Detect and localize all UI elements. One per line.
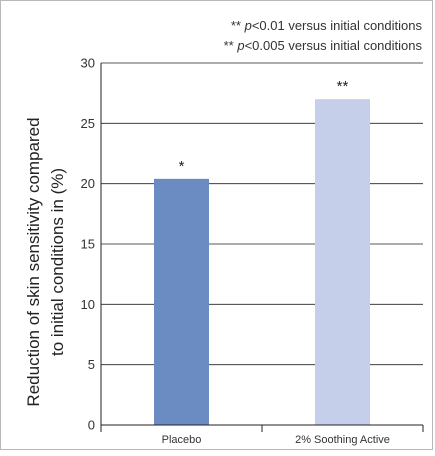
y-axis-label-line: to initial conditions in (%) bbox=[48, 168, 67, 356]
y-tick-label: 30 bbox=[81, 56, 95, 71]
bar-significance-label: * bbox=[179, 158, 185, 175]
y-tick-label: 20 bbox=[81, 176, 95, 191]
significance-note: ** p<0.005 versus initial conditions bbox=[224, 38, 423, 53]
x-tick-label: 2% Soothing Active bbox=[295, 434, 390, 446]
y-axis-label-line: Reduction of skin sensitivity compared bbox=[24, 117, 43, 406]
bar bbox=[315, 99, 370, 425]
y-tick-label: 25 bbox=[81, 116, 95, 131]
bar bbox=[154, 178, 209, 425]
note-text: <0.01 versus initial conditions bbox=[252, 18, 423, 33]
significance-note: ** p<0.01 versus initial conditions bbox=[231, 18, 423, 33]
y-tick-label: 15 bbox=[81, 237, 95, 252]
x-tick-label: Placebo bbox=[162, 434, 202, 446]
note-p: p bbox=[244, 18, 252, 33]
x-tick-labels: Placebo 2% Soothing Active bbox=[162, 434, 390, 446]
note-text: <0.005 versus initial conditions bbox=[245, 38, 423, 53]
significance-notes: ** p<0.01 versus initial conditions** p<… bbox=[224, 18, 423, 53]
y-axis-label: Reduction of skin sensitivity compared to… bbox=[24, 117, 67, 406]
note-p: p bbox=[236, 38, 244, 53]
y-tick-label: 0 bbox=[88, 418, 95, 433]
axes bbox=[100, 63, 424, 432]
note-prefix: ** bbox=[224, 38, 238, 53]
bars bbox=[154, 99, 370, 425]
bar-significance-label: ** bbox=[337, 78, 349, 95]
note-prefix: ** bbox=[231, 18, 245, 33]
y-tick-labels: 0 5 10 15 20 25 30 bbox=[81, 56, 95, 433]
gridlines bbox=[101, 62, 423, 366]
y-tick-label: 5 bbox=[88, 357, 95, 372]
y-tick-label: 10 bbox=[81, 297, 95, 312]
bar-significance-labels: *** bbox=[179, 78, 349, 175]
